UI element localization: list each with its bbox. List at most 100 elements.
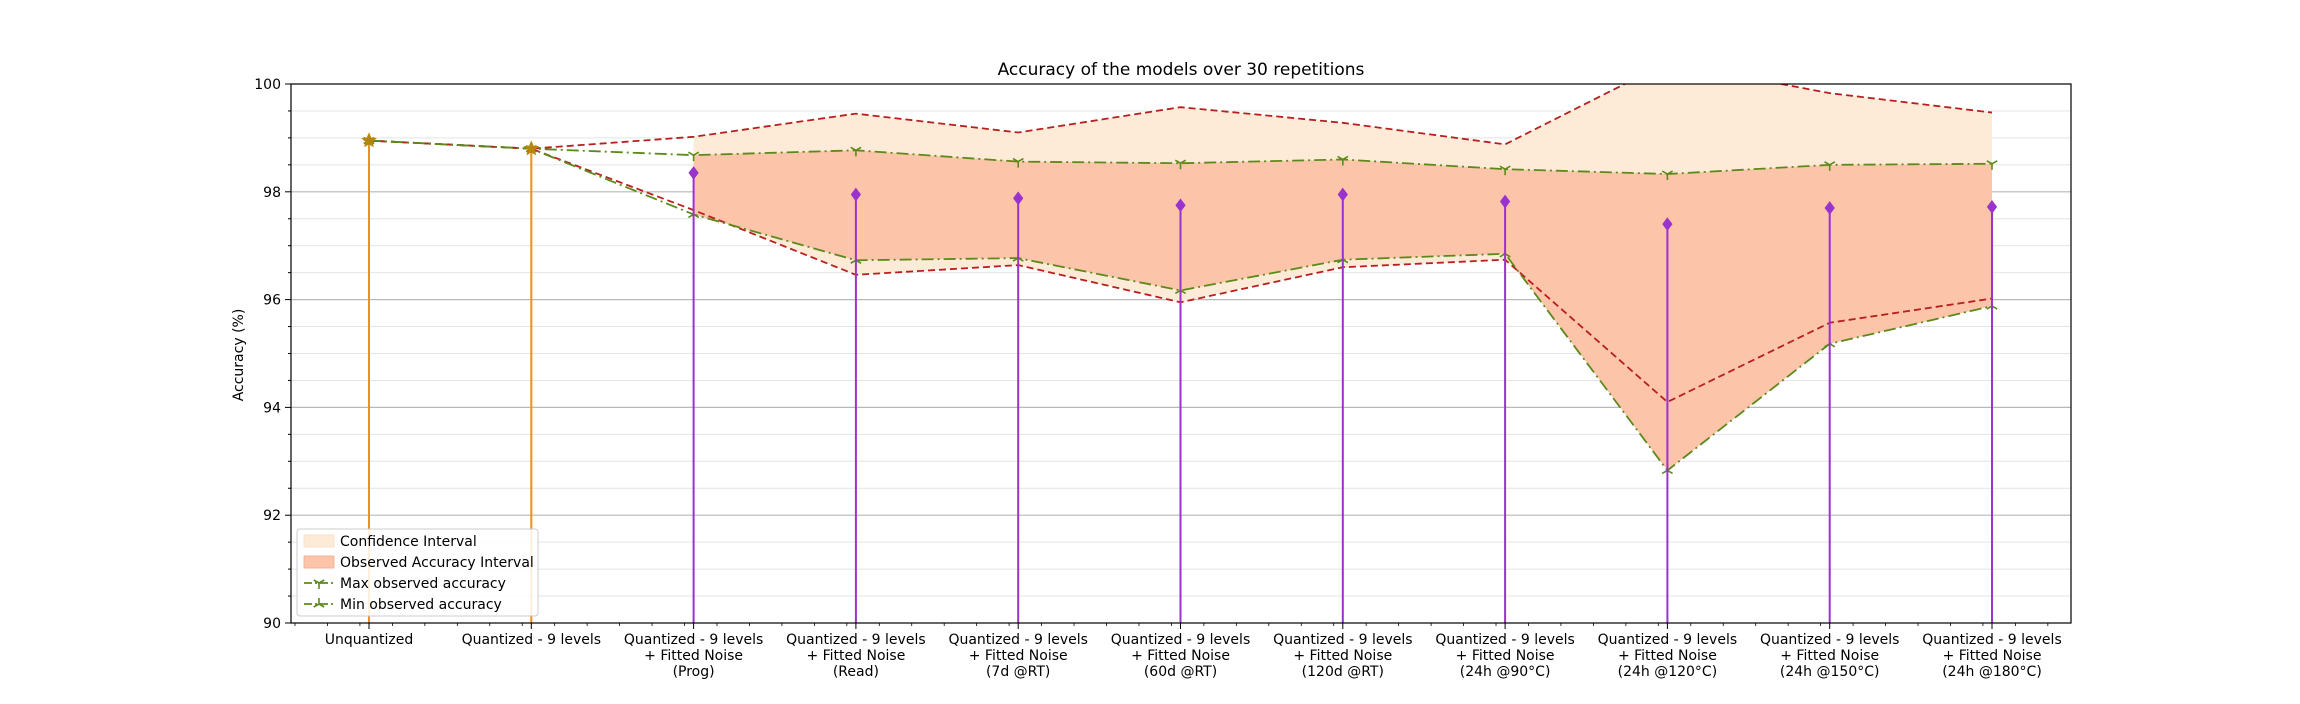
y-tick-label: 96 bbox=[263, 293, 281, 309]
x-tick-label-line: + Fitted Noise bbox=[1780, 648, 1879, 664]
legend-label: Confidence Interval bbox=[340, 534, 477, 550]
mean-accuracy-diamond-marker bbox=[1824, 201, 1835, 215]
tri-marker-arm bbox=[1991, 160, 1998, 165]
x-tick-label-line: + Fitted Noise bbox=[1943, 648, 2042, 664]
y-tick-label: 98 bbox=[263, 185, 281, 201]
mean-accuracy-star-marker bbox=[523, 140, 540, 156]
mean-accuracy-diamond-marker bbox=[850, 187, 862, 202]
x-tick-label-line: Quantized - 9 levels bbox=[948, 632, 1087, 648]
max-observed-point bbox=[1661, 170, 1673, 181]
x-tick-label: Quantized - 9 levels + Fitted Noise (24h @… bbox=[1598, 632, 1737, 680]
legend-item: Max observed accuracy bbox=[304, 576, 506, 592]
x-tick-label-line: Quantized - 9 levels bbox=[1922, 632, 2061, 648]
tri-marker-arm bbox=[1017, 157, 1024, 163]
x-tick-label-line: (60d @RT) bbox=[1144, 664, 1217, 680]
tri-marker-arm bbox=[1986, 160, 1993, 165]
mean-accuracy-star-marker bbox=[361, 132, 377, 148]
x-tick-label-line: (7d @RT) bbox=[986, 664, 1050, 680]
x-tick-label-line: Quantized - 9 levels bbox=[786, 632, 925, 648]
mean-accuracy-diamond-marker bbox=[1499, 194, 1511, 209]
tri-marker-arm bbox=[688, 151, 694, 156]
x-tick-label-line: Quantized - 9 levels bbox=[1273, 632, 1412, 648]
tri-marker-arm bbox=[1661, 170, 1668, 175]
x-tick-label: Quantized - 9 levels bbox=[462, 632, 601, 648]
mean-accuracy-diamond-marker bbox=[1986, 200, 1998, 214]
min-observed-accuracy-line bbox=[368, 139, 1993, 472]
x-tick-label-line: + Fitted Noise bbox=[1456, 648, 1555, 664]
x-tick-label-line: + Fitted Noise bbox=[806, 648, 905, 664]
x-tick-label-line: Quantized - 9 levels bbox=[462, 632, 601, 648]
tri-marker-arm bbox=[1504, 165, 1511, 170]
x-tick-label: Unquantized bbox=[325, 632, 414, 648]
tri-marker-arm bbox=[318, 603, 325, 608]
max-observed-accuracy-line bbox=[368, 139, 1993, 175]
tri-marker-arm bbox=[313, 603, 320, 608]
x-tick-label-line: (120d @RT) bbox=[1302, 664, 1384, 680]
x-tick-label-line: + Fitted Noise bbox=[969, 648, 1068, 664]
y-tick-label: 92 bbox=[263, 508, 281, 524]
x-tick-label: Quantized - 9 levels + Fitted Noise (Read) bbox=[786, 632, 925, 680]
mean-accuracy-diamond-marker bbox=[1337, 187, 1348, 202]
y-tick-label: 90 bbox=[263, 616, 281, 632]
legend-item: Min observed accuracy bbox=[304, 597, 502, 613]
x-tick-label: Quantized - 9 levels + Fitted Noise (60d @… bbox=[1111, 632, 1250, 680]
x-tick-label-line: Quantized - 9 levels bbox=[1760, 632, 1899, 648]
mean-accuracy-diamond-marker bbox=[1013, 191, 1024, 206]
y-axis-label: Accuracy (%) bbox=[231, 309, 247, 402]
tri-marker-arm bbox=[855, 146, 862, 151]
tri-marker-arm bbox=[318, 579, 325, 584]
tri-marker-arm bbox=[1012, 157, 1019, 163]
tri-marker-arm bbox=[1667, 170, 1673, 175]
x-tick-label-line: Quantized - 9 levels bbox=[1111, 632, 1250, 648]
x-tick-label: Quantized - 9 levels + Fitted Noise (24h @… bbox=[1922, 632, 2061, 680]
x-tick-label: Quantized - 9 levels + Fitted Noise (24h @… bbox=[1760, 632, 1899, 680]
tri-marker-arm bbox=[1829, 161, 1836, 166]
y-tick-label: 94 bbox=[263, 400, 281, 416]
x-tick-label-line: (Read) bbox=[833, 664, 879, 680]
mean-accuracy-diamond-marker bbox=[688, 166, 699, 180]
x-tick-label-line: (Prog) bbox=[673, 664, 715, 680]
x-tick-label-line: (24h @150°C) bbox=[1780, 664, 1880, 680]
max-observed-point bbox=[1499, 165, 1511, 176]
legend-marker bbox=[313, 598, 325, 608]
y-tick-label: 100 bbox=[254, 77, 281, 93]
max-observed-point bbox=[1012, 157, 1024, 168]
tri-marker-arm bbox=[1824, 161, 1831, 166]
chart-title: Accuracy of the models over 30 repetitio… bbox=[998, 60, 1365, 80]
tri-marker-arm bbox=[1337, 155, 1344, 161]
max-observed-point bbox=[1824, 161, 1836, 171]
ci-upper-line bbox=[368, 84, 1993, 150]
legend-item: Confidence Interval bbox=[303, 534, 477, 550]
legend: Confidence Interval Observed Accuracy Int… bbox=[296, 528, 539, 617]
x-tick-label-line: Unquantized bbox=[325, 632, 414, 648]
tri-marker-arm bbox=[1180, 159, 1187, 164]
tri-marker-arm bbox=[1342, 155, 1349, 161]
max-observed-point bbox=[688, 151, 700, 162]
legend-marker bbox=[313, 579, 325, 589]
tri-marker-arm bbox=[1499, 165, 1506, 170]
legend-item: Observed Accuracy Interval bbox=[303, 555, 534, 571]
x-tick-label-line: + Fitted Noise bbox=[1618, 648, 1717, 664]
max-observed-point bbox=[1337, 155, 1349, 166]
x-tick-label-line: Quantized - 9 levels bbox=[1435, 632, 1574, 648]
mean-accuracy-diamond-marker bbox=[1662, 217, 1673, 231]
max-observed-point bbox=[850, 146, 862, 157]
max-observed-point bbox=[1986, 160, 1998, 170]
tri-marker-arm bbox=[850, 146, 857, 151]
mean-accuracy-diamond-marker bbox=[1175, 198, 1186, 213]
tri-marker-arm bbox=[313, 579, 320, 584]
x-tick-label: Quantized - 9 levels + Fitted Noise (Prog) bbox=[624, 632, 763, 680]
axes-layer: 90 92 94 96 98 100 Unquantized Quantized - 9 le… bbox=[254, 77, 2072, 680]
x-tick-label-line: (24h @180°C) bbox=[1942, 664, 2042, 680]
legend-swatch bbox=[303, 534, 335, 548]
legend-label: Max observed accuracy bbox=[340, 576, 506, 592]
mean-accuracy-stems bbox=[361, 132, 1998, 623]
x-tick-label-line: Quantized - 9 levels bbox=[1598, 632, 1737, 648]
x-tick-label-line: (24h @120°C) bbox=[1618, 664, 1718, 680]
legend-label: Observed Accuracy Interval bbox=[340, 555, 534, 571]
legend-box bbox=[296, 528, 539, 617]
tri-marker-arm bbox=[1174, 159, 1181, 164]
x-tick-label-line: + Fitted Noise bbox=[1293, 648, 1392, 664]
